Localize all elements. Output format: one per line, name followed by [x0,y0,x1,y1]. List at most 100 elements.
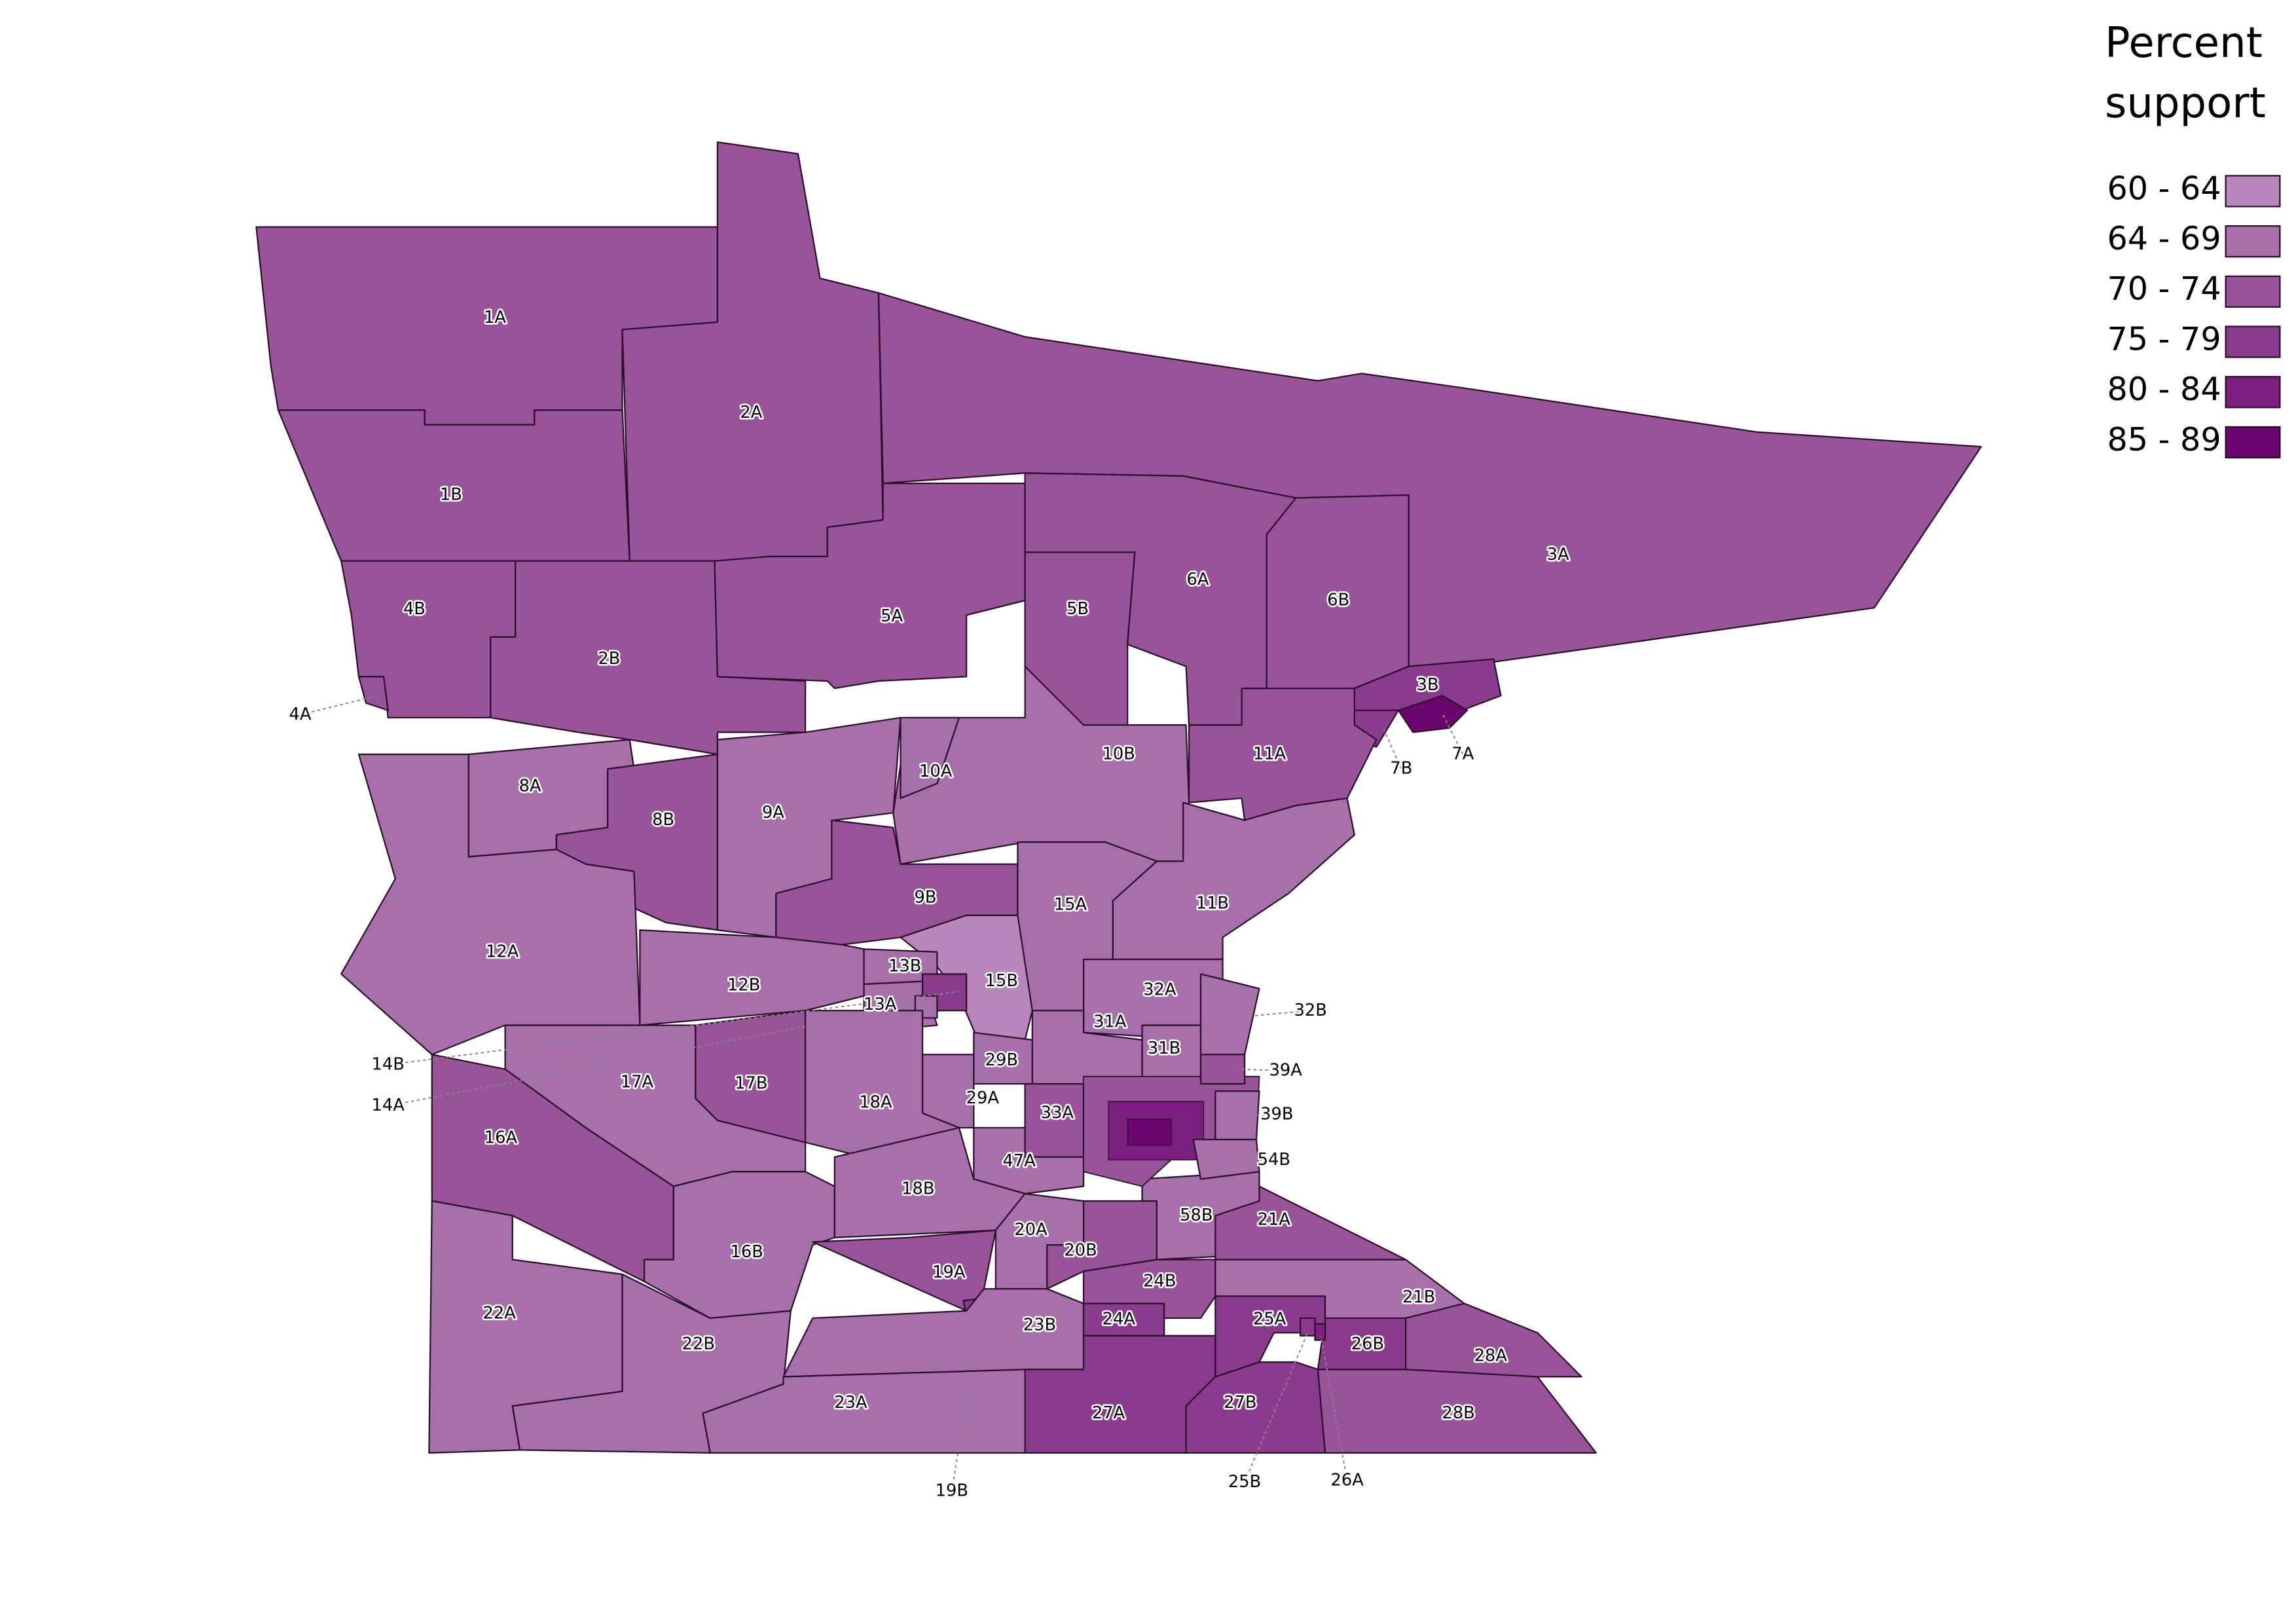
leader-line [1237,1068,1286,1071]
district-label: 54B [1258,1150,1290,1170]
district-label: 4A [289,705,312,724]
district-label: 20A [1014,1220,1048,1240]
district-label: 12B [727,976,760,995]
legend-label: 80 - 84 [2107,370,2221,408]
district-label: 23B [1023,1316,1056,1335]
district-label: 7B [1390,759,1412,779]
metro-core [1127,1118,1172,1146]
leader-line [388,1003,927,1107]
district-label: 7A [1451,744,1474,764]
district-label: 16A [484,1128,518,1147]
district-label: 10B [1102,744,1135,764]
district-label: 6A [1187,570,1209,589]
district-label: 23A [834,1393,867,1412]
legend-label: 85 - 89 [2107,420,2221,458]
district [1192,1138,1260,1180]
district [1397,695,1468,733]
district-label: 12A [486,942,519,961]
legend-swatch [2225,175,2281,208]
legend-title: Percent support [2105,19,2266,128]
district-label: 11B [1196,893,1229,913]
district-label: 18A [859,1093,892,1113]
district [1314,1323,1326,1341]
district-label: 15A [1054,895,1087,915]
district-label: 39B [1260,1105,1293,1124]
district [695,1010,807,1143]
district-label: 14A [372,1096,405,1115]
leader-line [1442,712,1464,755]
district [1405,1302,1582,1378]
district-label: 16B [730,1242,763,1262]
map-layer: 1A 2A 1B 3A 4B 4A 2B 5A 5B 6A 6B 3B 7B 7A 11A 10B 10A 8A 8… [255,141,2281,1502]
district [812,1229,997,1312]
district-label: 32A [1143,980,1176,999]
legend-swatch [2225,426,2281,459]
district-label: 29A [966,1088,1000,1108]
legend-swatch [2225,376,2281,409]
legend-label: 60 - 64 [2107,169,2221,207]
district [1141,1171,1260,1261]
district-label: 29B [985,1050,1018,1070]
district-label: 6B [1327,591,1349,610]
district-label: 26A [1331,1471,1364,1490]
district [340,753,641,1056]
district-label: 8B [652,810,674,830]
leader-line [1230,1010,1311,1019]
district-label: 31A [1093,1012,1127,1032]
district-label: 27B [1224,1393,1256,1412]
district-label: 11A [1253,744,1286,764]
district-label: 9A [762,803,784,822]
district-label: 21A [1258,1210,1291,1230]
district [643,1171,835,1320]
district-label: 47A [1003,1151,1036,1171]
district [1299,1317,1316,1337]
district-label: 3A [1547,545,1569,564]
district [714,482,1026,690]
district-label: 26B [1351,1335,1384,1354]
district-label: 13B [888,957,921,976]
district [900,716,960,800]
district-label: 1A [484,308,506,327]
leader-line [1383,729,1402,769]
district-label: 9B [915,888,937,908]
district-label: 22B [682,1335,715,1354]
district-label: 31B [1148,1039,1180,1058]
district [357,676,389,711]
legend-label: 70 - 74 [2107,270,2221,308]
legend-swatch [2225,275,2281,308]
district-label: 58B [1180,1206,1212,1225]
district-label: 10A [919,762,953,781]
district-label: 32B [1294,1001,1327,1020]
district-label: 4B [403,599,426,619]
district-label: 28B [1442,1403,1474,1423]
district-label: 5A [881,606,903,626]
leader-line [300,695,378,716]
legend-swatch [2225,325,2281,358]
legend-swatch [2225,225,2281,258]
district-label: 24A [1102,1310,1136,1329]
district-label: 5B [1066,599,1089,619]
district-label: 25A [1253,1310,1286,1329]
leader-line [951,1310,982,1492]
district-label: 28A [1474,1346,1508,1366]
district-label: 22A [483,1304,517,1323]
district [1199,973,1260,1056]
district-label: 21B [1402,1287,1435,1307]
leader-line [1237,1114,1277,1117]
district-label: 33A [1041,1103,1074,1122]
district-label: 27A [1092,1403,1125,1423]
district-label: 2A [740,403,762,422]
leader-line [1244,1332,1309,1483]
district-label: 25B [1228,1472,1261,1492]
district [1199,1054,1246,1085]
district-label: 19A [932,1263,966,1282]
legend-label: 64 - 69 [2107,219,2221,257]
district-label: 20B [1064,1241,1097,1261]
leader-line [1320,1335,1348,1481]
legend-label: 75 - 79 [2107,320,2221,358]
district-label: 17B [735,1074,767,1094]
district [921,1054,975,1129]
district-label: 1B [440,485,462,504]
district-label: 15B [985,971,1018,991]
district-label: 13A [864,995,897,1014]
